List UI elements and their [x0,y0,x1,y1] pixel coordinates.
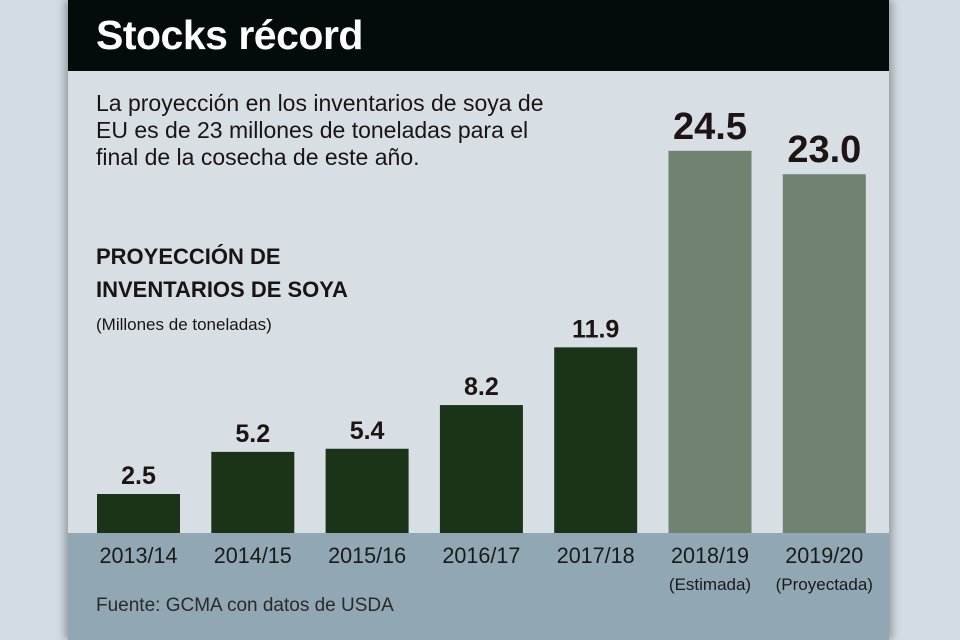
header-bar: Stocks récord [68,0,889,71]
description: La proyección en los inventarios de soya… [96,90,544,170]
bar-2014/15 [211,451,295,533]
chart-title: PROYECCIÓN DE INVENTARIOS DE SOYA [96,244,348,302]
source-note: Fuente: GCMA con datos de USDA [96,595,394,616]
x-tick-label: 2017/18 [557,543,635,568]
value-label: 2.5 [121,462,156,490]
bar-2013/14 [97,494,180,533]
bar-2015/16 [325,448,409,533]
value-label: 5.4 [350,417,385,445]
bar-2017/18 [554,347,638,533]
bar-2018/19 [668,150,752,534]
y-axis-label: (Millones de toneladas) [96,315,272,334]
x-tick-label: 2018/19 [671,543,749,568]
value-label: 24.5 [673,106,747,148]
x-tick-label: 2015/16 [328,543,406,568]
x-tick-label: 2014/15 [214,543,292,568]
value-label: 8.2 [464,373,499,401]
bar-2019/20 [782,174,866,533]
x-tick-note: (Proyectada) [776,575,873,594]
axis-band [68,533,889,640]
value-label: 23.0 [787,129,861,171]
value-label: 5.2 [235,420,270,448]
x-tick-label: 2013/14 [100,543,178,568]
infographic-panel: Stocks récord La proyección en los inven… [68,0,889,640]
value-label: 11.9 [572,315,619,343]
bar-2016/17 [439,405,523,533]
x-tick-label: 2016/17 [442,543,520,568]
x-tick-note: (Estimada) [669,575,751,594]
page-title: Stocks récord [96,12,363,58]
x-tick-label: 2019/20 [785,543,863,568]
bar-chart: 2.5 2013/14 5.2 2014/15 5.4 2015/16 8.2 2016/17… [97,106,873,594]
